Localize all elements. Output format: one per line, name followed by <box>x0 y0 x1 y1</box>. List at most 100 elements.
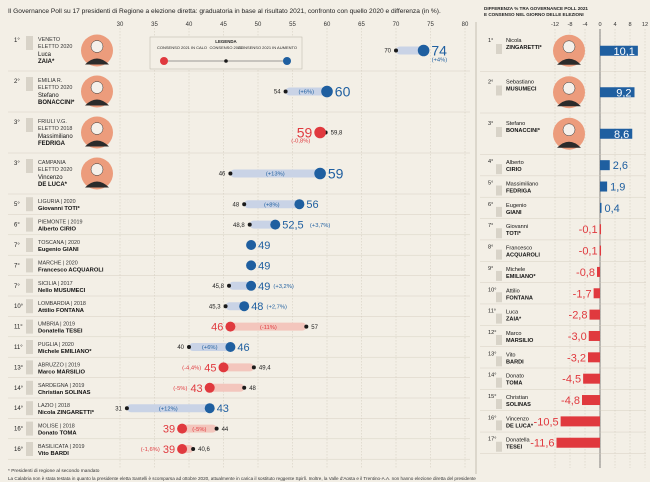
bar-value-label: 0,4 <box>605 203 620 215</box>
diff-label: (-4,4%) <box>182 366 201 372</box>
bar-rank-label: 1° <box>488 38 493 44</box>
dot-2020 <box>124 406 129 411</box>
x-tick-label: 70 <box>393 22 400 28</box>
change-band <box>230 322 307 331</box>
value-2021-label: 39 <box>163 424 175 436</box>
x-tick-label: 30 <box>117 22 124 28</box>
first-name: Massimiliano <box>38 134 73 140</box>
party-box <box>26 380 33 395</box>
dot-2021 <box>246 240 257 250</box>
x-tick-label: 50 <box>255 22 262 28</box>
bar-avatar-head <box>562 82 576 95</box>
bar-rank-label: 16° <box>488 415 496 421</box>
label-2020: 49,4 <box>259 366 271 372</box>
bar-rank-label: 6° <box>488 202 493 208</box>
bar-party-box <box>496 356 502 367</box>
region-label: PUGLIA | 2020 <box>38 342 74 348</box>
bar-last-name: BONACCINI* <box>506 128 541 134</box>
difference-bar <box>589 309 600 320</box>
dot-2020 <box>214 426 219 431</box>
bar-party-box <box>496 164 502 175</box>
bar-first-name: Nicola <box>506 38 522 44</box>
bar-last-name: ZAIA* <box>506 317 522 323</box>
last-name: FEDRIGA <box>38 141 66 147</box>
rank-label: 14° <box>14 386 24 392</box>
value-2021-label: 59 <box>297 125 313 141</box>
difference-bar <box>600 45 638 56</box>
diff-label: (-0,8%) <box>291 139 310 145</box>
bar-last-name: BARDI <box>506 359 524 365</box>
region-label: LAZIO | 2018 <box>38 403 70 409</box>
bar-value-label: -0,8 <box>576 267 595 279</box>
bar-avatar-body <box>557 58 581 65</box>
bar-rank-label: 10° <box>488 287 496 293</box>
value-2021-label: 49 <box>258 240 270 252</box>
change-band <box>225 302 245 311</box>
difference-bar <box>600 160 610 171</box>
label-2020: 31 <box>115 406 122 412</box>
bar-last-name: TOTI* <box>506 231 522 237</box>
bar-first-name: Michele <box>506 267 525 273</box>
diff-label: (-11%) <box>260 325 277 331</box>
diff-label: (+3,2%) <box>273 284 294 290</box>
diff-label: (-5%) <box>192 427 206 433</box>
footnote-calabria: La Calabria non è stata testata in quant… <box>8 476 476 481</box>
change-band <box>244 200 300 209</box>
president-name: Eugenio GIANI <box>38 247 79 253</box>
legend-up-label: CONSENSO 2021 IN AUMENTO <box>238 45 297 50</box>
value-2021-label: 48 <box>251 301 263 313</box>
value-2021-label: 49 <box>258 281 270 293</box>
bar-value-label: -0,1 <box>579 246 598 258</box>
bar-rank-label: 9° <box>488 266 493 272</box>
region-label: EMILIA R. <box>38 78 62 84</box>
bar-x-tick-label: 8 <box>628 22 631 28</box>
value-2021-label: 59 <box>328 166 344 182</box>
change-band <box>182 424 217 433</box>
bar-rank-label: 12° <box>488 330 496 336</box>
avatar-head <box>90 81 104 94</box>
party-box <box>26 159 33 173</box>
label-2020: 48 <box>249 386 256 392</box>
president-name: Vito BARDI <box>38 451 69 457</box>
x-tick-label: 65 <box>358 22 365 28</box>
last-name: BONACCINI* <box>38 100 75 106</box>
bar-first-name: Francesco <box>506 246 532 252</box>
x-tick-label: 80 <box>462 22 469 28</box>
region-label: SICILIA | 2017 <box>38 281 73 287</box>
bar-first-name: Marco <box>506 331 522 337</box>
rank-label: 10° <box>14 304 24 310</box>
diff-label: (+4%) <box>432 58 448 64</box>
label-2020: 54 <box>274 90 281 96</box>
dot-2021 <box>204 382 215 393</box>
bar-value-label: -4,5 <box>562 374 581 386</box>
bar-party-box <box>496 292 502 303</box>
bar-first-name: Vincenzo <box>506 416 529 422</box>
bar-x-tick-label: -8 <box>568 22 573 28</box>
party-box <box>26 217 33 232</box>
bar-value-label: -0,1 <box>579 224 598 236</box>
bar-last-name: CIRIO <box>506 167 522 173</box>
bar-value-label: -3,2 <box>567 352 586 364</box>
dot-2021 <box>177 444 188 454</box>
party-box <box>26 36 33 50</box>
rank-label: 14° <box>14 406 24 412</box>
dot-2021 <box>246 280 257 291</box>
dot-2020 <box>191 447 196 451</box>
legend-mid-label: CONSENSO 2020 <box>210 45 244 50</box>
dot-2021 <box>239 301 250 312</box>
bar-rank-label: 5° <box>488 181 493 187</box>
difference-bar <box>560 416 600 427</box>
party-box <box>26 238 33 252</box>
rank-label: 7° <box>14 243 20 249</box>
